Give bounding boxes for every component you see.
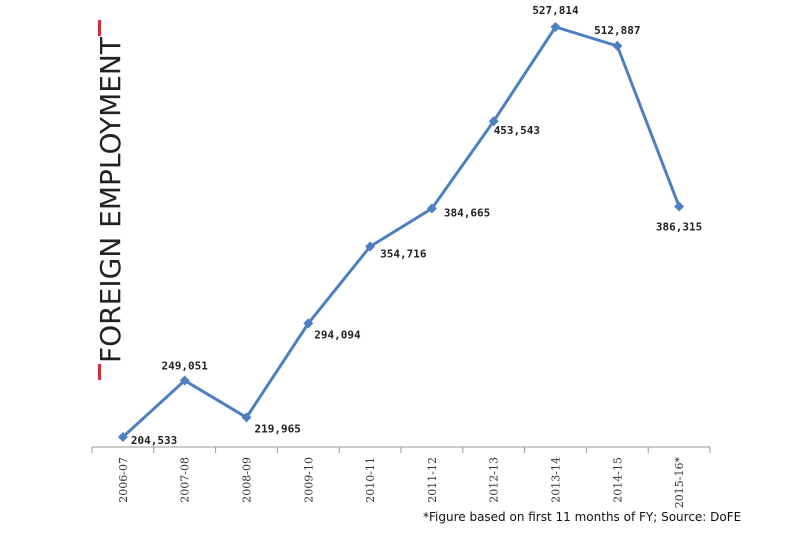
marker — [179, 375, 190, 386]
marker — [488, 116, 499, 127]
value-label: 386,315 — [656, 220, 702, 233]
value-label: 384,665 — [444, 207, 490, 220]
value-label: 512,887 — [594, 24, 640, 37]
marker — [426, 203, 437, 214]
marker — [303, 318, 314, 329]
value-label: 354,716 — [380, 248, 427, 261]
x-tick-label: 2014-15 — [611, 457, 624, 503]
title-bar-bottom — [98, 364, 101, 380]
x-tick-label: 2009-10 — [302, 457, 315, 503]
x-tick-label: 2015-16* — [673, 457, 686, 509]
x-tick-label: 2007-08 — [179, 457, 192, 503]
x-tick-label: 2012-13 — [488, 457, 501, 503]
x-tick-label: 2011-12 — [426, 457, 439, 503]
value-label: 219,965 — [255, 422, 301, 435]
footnote: *Figure based on first 11 months of FY; … — [423, 510, 741, 524]
chart-title: FOREIGN EMPLOYMENT — [94, 36, 127, 363]
marker — [674, 201, 685, 212]
marker — [550, 22, 561, 32]
marker — [365, 241, 376, 252]
value-label: 453,543 — [494, 124, 540, 137]
line — [121, 25, 681, 439]
marker — [612, 40, 623, 51]
value-label: 249,051 — [162, 360, 209, 373]
x-tick-label: 2008-09 — [241, 457, 254, 503]
marker — [117, 432, 128, 442]
marker — [241, 412, 252, 423]
x-tick-label: 2006-07 — [117, 457, 130, 503]
value-label: 527,814 — [532, 4, 579, 17]
value-label: 294,094 — [314, 328, 361, 341]
title-bar-top — [98, 20, 101, 36]
x-tick-label: 2010-11 — [364, 457, 377, 503]
value-label: 204,533 — [131, 434, 177, 447]
x-tick-label: 2013-14 — [550, 457, 563, 503]
